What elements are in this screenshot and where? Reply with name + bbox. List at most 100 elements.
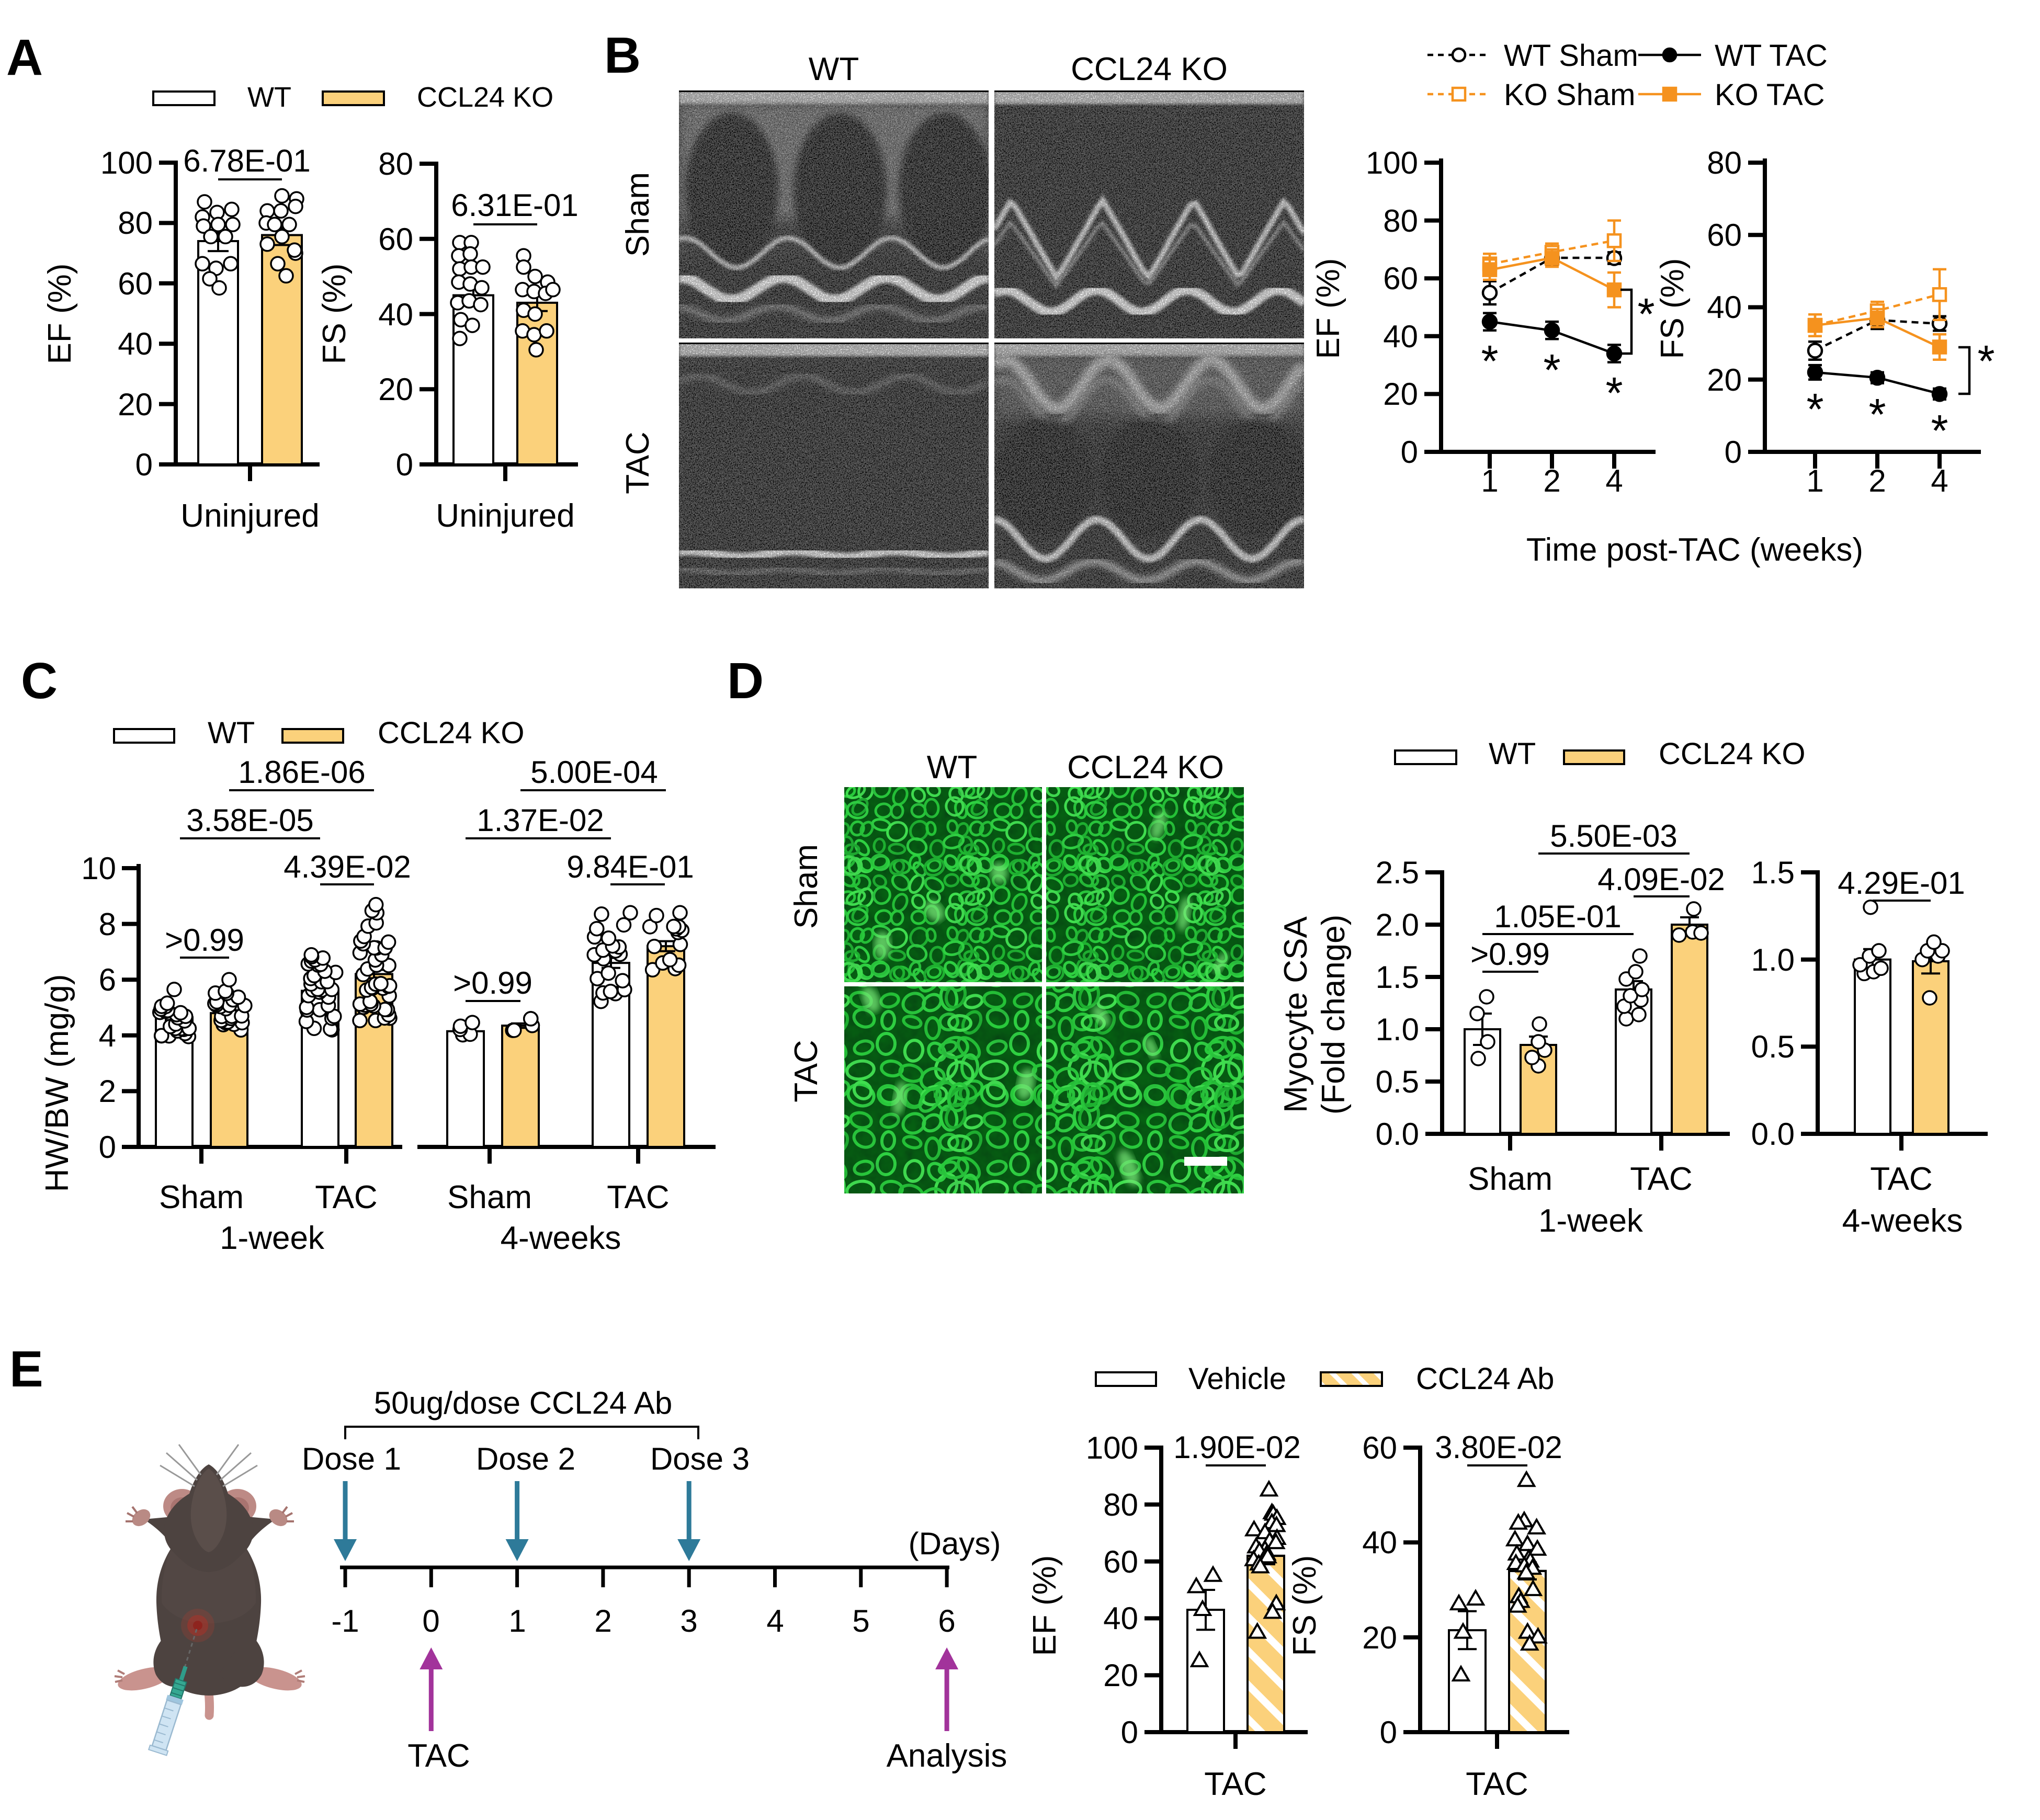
- svg-text:50ug/dose CCL24 Ab: 50ug/dose CCL24 Ab: [374, 1385, 672, 1420]
- svg-text:6: 6: [99, 962, 116, 997]
- svg-text:Analysis: Analysis: [887, 1738, 1007, 1774]
- svg-text:EF (%): EF (%): [1310, 258, 1346, 359]
- svg-text:3.80E-02: 3.80E-02: [1435, 1430, 1562, 1465]
- svg-text:8: 8: [99, 907, 116, 942]
- svg-text:A: A: [6, 29, 43, 86]
- svg-text:0: 0: [1725, 435, 1742, 470]
- svg-text:CCL24 KO: CCL24 KO: [1067, 749, 1224, 786]
- svg-text:TAC: TAC: [1204, 1766, 1266, 1802]
- svg-text:Sham: Sham: [620, 172, 656, 257]
- svg-text:Dose 3: Dose 3: [650, 1441, 750, 1476]
- svg-text:TAC: TAC: [315, 1179, 377, 1215]
- svg-text:Dose 1: Dose 1: [302, 1441, 401, 1476]
- svg-text:40: 40: [118, 326, 153, 361]
- svg-text:60: 60: [1383, 261, 1418, 296]
- svg-text:WT Sham: WT Sham: [1504, 39, 1638, 73]
- svg-text:0.0: 0.0: [1751, 1117, 1795, 1152]
- svg-text:FS (%): FS (%): [1654, 258, 1691, 359]
- svg-text:>0.99: >0.99: [165, 923, 244, 958]
- svg-text:1.37E-02: 1.37E-02: [477, 803, 604, 838]
- svg-text:1-week: 1-week: [220, 1220, 325, 1256]
- svg-text:(Days): (Days): [909, 1526, 1001, 1561]
- svg-text:WT: WT: [208, 716, 255, 750]
- svg-text:2: 2: [1543, 463, 1560, 498]
- svg-text:6: 6: [938, 1603, 955, 1639]
- svg-text:CCL24 KO: CCL24 KO: [1659, 737, 1805, 771]
- svg-text:E: E: [9, 1340, 43, 1397]
- svg-text:WT: WT: [247, 82, 291, 113]
- svg-text:0.5: 0.5: [1751, 1029, 1795, 1064]
- svg-text:KO TAC: KO TAC: [1715, 78, 1825, 112]
- svg-text:CCL24 Ab: CCL24 Ab: [1416, 1362, 1554, 1396]
- svg-text:20: 20: [1103, 1658, 1138, 1693]
- svg-text:0: 0: [135, 447, 153, 482]
- svg-text:HW/BW (mg/g): HW/BW (mg/g): [39, 974, 75, 1192]
- svg-text:60: 60: [1707, 218, 1742, 253]
- svg-text:40: 40: [378, 297, 413, 332]
- svg-text:WT TAC: WT TAC: [1715, 39, 1828, 73]
- svg-text:0: 0: [1380, 1715, 1397, 1750]
- svg-text:1.90E-02: 1.90E-02: [1173, 1430, 1301, 1465]
- svg-text:0.0: 0.0: [1376, 1117, 1419, 1152]
- svg-text:TAC: TAC: [1870, 1161, 1932, 1197]
- svg-text:Uninjured: Uninjured: [436, 498, 574, 534]
- svg-text:0: 0: [1121, 1715, 1138, 1750]
- svg-text:5.00E-04: 5.00E-04: [530, 755, 658, 790]
- svg-text:1: 1: [1481, 463, 1498, 498]
- svg-text:5.50E-03: 5.50E-03: [1550, 818, 1678, 854]
- svg-text:6.78E-01: 6.78E-01: [183, 143, 311, 178]
- svg-text:Myocyte CSA: Myocyte CSA: [1278, 916, 1314, 1113]
- svg-text:WT: WT: [927, 749, 977, 786]
- svg-text:Vehicle: Vehicle: [1188, 1362, 1286, 1396]
- svg-text:TAC: TAC: [607, 1179, 669, 1215]
- svg-text:2: 2: [594, 1603, 611, 1639]
- svg-text:0.5: 0.5: [1376, 1064, 1419, 1099]
- svg-text:*: *: [1481, 337, 1498, 386]
- svg-text:4: 4: [1931, 463, 1948, 498]
- svg-text:4: 4: [766, 1603, 784, 1639]
- svg-text:*: *: [1543, 346, 1560, 395]
- svg-text:4.29E-01: 4.29E-01: [1838, 866, 1965, 901]
- svg-text:Dose 2: Dose 2: [476, 1441, 575, 1476]
- svg-text:Sham: Sham: [447, 1179, 532, 1215]
- svg-text:2: 2: [1868, 463, 1886, 498]
- svg-text:1.5: 1.5: [1751, 855, 1795, 890]
- svg-text:40: 40: [1103, 1601, 1138, 1636]
- svg-text:80: 80: [118, 206, 153, 241]
- svg-text:40: 40: [1383, 319, 1418, 354]
- svg-text:FS (%): FS (%): [316, 264, 353, 365]
- svg-text:60: 60: [1103, 1544, 1138, 1579]
- svg-text:40: 40: [1362, 1525, 1397, 1560]
- svg-text:1: 1: [1806, 463, 1823, 498]
- svg-text:1.05E-01: 1.05E-01: [1494, 899, 1622, 934]
- svg-text:20: 20: [1383, 377, 1418, 412]
- svg-text:0: 0: [99, 1130, 116, 1165]
- svg-text:WT: WT: [809, 51, 859, 87]
- svg-text:20: 20: [1362, 1620, 1397, 1655]
- svg-text:100: 100: [1086, 1430, 1138, 1465]
- svg-text:*: *: [1806, 385, 1823, 435]
- svg-text:C: C: [21, 652, 58, 709]
- svg-text:-1: -1: [331, 1603, 359, 1639]
- svg-text:EF (%): EF (%): [42, 264, 78, 365]
- svg-text:60: 60: [1362, 1430, 1397, 1465]
- svg-text:*: *: [1868, 390, 1886, 440]
- svg-text:0: 0: [422, 1603, 439, 1639]
- svg-text:>0.99: >0.99: [453, 965, 532, 1000]
- svg-text:TAC: TAC: [1466, 1766, 1528, 1802]
- svg-text:WT: WT: [1489, 737, 1536, 771]
- svg-text:10: 10: [81, 851, 116, 886]
- svg-text:*: *: [1637, 290, 1654, 339]
- svg-text:Uninjured: Uninjured: [180, 498, 319, 534]
- svg-text:20: 20: [378, 372, 413, 407]
- svg-text:*: *: [1605, 369, 1623, 418]
- svg-text:0: 0: [396, 447, 413, 482]
- svg-text:CCL24 KO: CCL24 KO: [378, 716, 524, 750]
- svg-text:4.09E-02: 4.09E-02: [1597, 862, 1725, 897]
- svg-text:3: 3: [680, 1603, 697, 1639]
- svg-text:*: *: [1977, 337, 1994, 386]
- svg-text:3.58E-05: 3.58E-05: [186, 803, 314, 838]
- svg-text:TAC: TAC: [1630, 1161, 1692, 1197]
- svg-text:1.5: 1.5: [1376, 960, 1419, 995]
- svg-text:4-weeks: 4-weeks: [501, 1220, 621, 1256]
